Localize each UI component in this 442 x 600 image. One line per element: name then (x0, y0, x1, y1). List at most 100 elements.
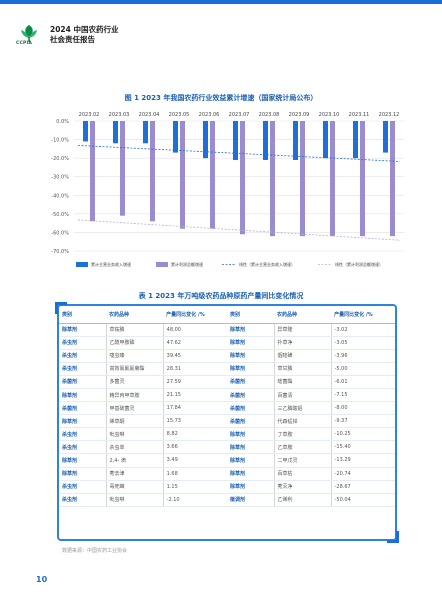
cell-pesticide: 甲基硫菌灵 (105, 401, 164, 416)
cell-pesticide: 乙酰甲胺磷 (105, 336, 164, 350)
cell-change: -8.00 (330, 401, 395, 416)
revenue-bar (83, 121, 88, 142)
cell-category: 杀虫剂 (59, 493, 107, 507)
profit-bar (270, 121, 275, 237)
cell-category: 杀菌剂 (226, 388, 274, 403)
cell-change: -10.25 (330, 427, 395, 442)
profit-bar (300, 121, 305, 237)
x-tick-label: 2023.12 (379, 112, 400, 118)
y-tick-label: -20.0% (51, 156, 69, 162)
cell-category: 杀菌剂 (226, 375, 274, 389)
cell-category: 杀菌剂 (226, 414, 274, 429)
cell-category: 除草剂 (226, 467, 274, 481)
y-tick-label: 0.0% (56, 119, 69, 125)
header-pesticide: 农药品种 (106, 306, 164, 324)
cell-pesticide: 烯草酮 (105, 414, 164, 429)
report-title-line1: 2024 中国农药行业 (50, 25, 119, 34)
cell-pesticide: 精异丙甲草胺 (105, 388, 164, 403)
table-row: 杀菌剂 多菌灵 27.59 杀菌剂 嘧菌酯 -6.01 (59, 375, 395, 389)
profit-bar (210, 121, 215, 229)
cell-category: 除草剂 (226, 440, 274, 455)
data-table: 类别 农药品种 产量同比变化 /% 类别 农药品种 产量同比变化 /% 除草剂草… (59, 306, 395, 507)
cell-change: 8.82 (162, 427, 227, 442)
cell-category: 除草剂 (226, 349, 274, 363)
cell-change: 15.73 (162, 414, 227, 429)
x-tick-label: 2023.09 (289, 112, 310, 118)
cell-pesticide: 毒死蜱 (105, 480, 164, 494)
profit-bar (150, 121, 155, 222)
cell-category: 除草剂 (226, 427, 274, 442)
cell-change: -7.15 (330, 388, 395, 403)
cell-change: -28.67 (330, 480, 395, 494)
revenue-bar (353, 121, 358, 159)
report-title: 2024 中国农药行业 社会责任报告 (50, 25, 119, 45)
cell-change: 47.62 (162, 336, 227, 350)
cell-change: 21.15 (162, 388, 227, 403)
x-tick-label: 2023.08 (259, 112, 280, 118)
cell-category: 除草剂 (226, 323, 274, 337)
cell-change: -3.05 (330, 336, 395, 350)
header-pesticide: 农药品种 (274, 306, 332, 324)
revenue-bar (173, 121, 178, 153)
report-title-line2: 社会责任报告 (50, 35, 95, 44)
cell-change: 3.66 (162, 440, 227, 455)
cell-pesticide: 草甘膦 (273, 362, 332, 376)
profit-bar (90, 121, 95, 222)
cell-category: 杀虫剂 (59, 362, 107, 376)
revenue-bar (233, 121, 238, 160)
revenue-bar (203, 121, 208, 159)
cell-pesticide: 吡虫啉 (105, 427, 164, 442)
cell-category: 杀虫剂 (59, 336, 107, 350)
y-tick-label: -40.0% (51, 193, 69, 199)
y-tick-label: -60.0% (51, 230, 69, 236)
cell-category: 杀虫剂 (59, 480, 107, 494)
legend-profit-swatch (156, 262, 168, 267)
cell-pesticide: 莠灭净 (273, 480, 332, 494)
table-row: 除草剂 精异丙甲草胺 21.15 杀菌剂 百菌清 -7.15 (59, 388, 395, 403)
cell-category: 杀虫剂 (59, 427, 107, 442)
page-number: 10 (36, 575, 48, 584)
header-change: 产量同比变化 /% (331, 306, 395, 324)
table-row: 杀虫剂 噻虫嗪 39.45 除草剂 烟嘧磺 -3.96 (59, 349, 395, 363)
cell-pesticide: 草铵膦 (105, 323, 164, 337)
legend-revenue-label: 累计主营业务收入增速 (91, 261, 131, 267)
profit-bar (120, 121, 125, 216)
cell-change: -9.37 (330, 414, 395, 429)
legend-revenue-trend-label: 线性（累计主营业务收入增速） (239, 261, 295, 267)
legend-profit-trend-label: 线性（累计利润总额增速） (335, 261, 383, 267)
table-row: 杀虫剂 吡虫啉 8.82 除草剂 丁草胺 -10.25 (59, 427, 395, 442)
y-tick-label: -10.0% (51, 138, 69, 144)
cell-category: 杀虫剂 (59, 440, 107, 455)
cell-change: 39.45 (162, 349, 227, 363)
x-tick-label: 2023.10 (319, 112, 340, 118)
profit-bar (240, 121, 245, 235)
header-category: 类别 (59, 306, 107, 324)
legend-profit-label: 累计利润总额增速 (171, 261, 203, 267)
chart-title: 图 1 2023 年我国农药行业效益累计增速（国家统计局公布） (124, 94, 318, 102)
cell-category: 除草剂 (226, 362, 274, 376)
cell-change: -20.74 (330, 467, 395, 481)
table-row: 除草剂 草铵膦 48.00 除草剂 异草隆 -3.02 (59, 323, 395, 337)
table-row: 除草剂 2,4- 滴 3.49 除草剂 二甲戊灵 -13.29 (59, 453, 395, 468)
cell-category: 杀虫剂 (59, 349, 107, 363)
table-row: 杀虫剂 吡虫啉 -2.10 植调剂 乙烯利 -50.04 (59, 493, 395, 507)
table-title: 表 1 2023 年万吨级农药品种原药产量同比变化情况 (138, 292, 304, 300)
cell-change: 27.59 (162, 375, 227, 389)
x-tick-label: 2023.06 (199, 112, 220, 118)
cell-pesticide: 丁草胺 (273, 427, 332, 442)
cell-change: -5.00 (330, 362, 395, 376)
y-tick-label: -50.0% (51, 212, 69, 218)
y-tick-label: -70.0% (51, 249, 69, 255)
data-source: 数据来源：中国农药工业协会 (62, 548, 128, 554)
cell-pesticide: 杀虫单 (105, 440, 164, 455)
cell-pesticide: 烟嘧磺 (273, 349, 332, 363)
cell-pesticide: 吡虫啉 (105, 493, 164, 507)
profit-bar (390, 121, 395, 237)
y-tick-label: -30.0% (51, 175, 69, 181)
table-row: 杀虫剂 高效氯氟氰菊酯 28.31 除草剂 草甘膦 -5.00 (59, 362, 395, 376)
cell-change: -6.01 (330, 375, 395, 389)
cell-pesticide: 噻虫嗪 (105, 349, 164, 363)
revenue-bar (113, 121, 118, 144)
x-tick-label: 2023.05 (169, 112, 190, 118)
cell-change: -2.10 (162, 493, 227, 507)
